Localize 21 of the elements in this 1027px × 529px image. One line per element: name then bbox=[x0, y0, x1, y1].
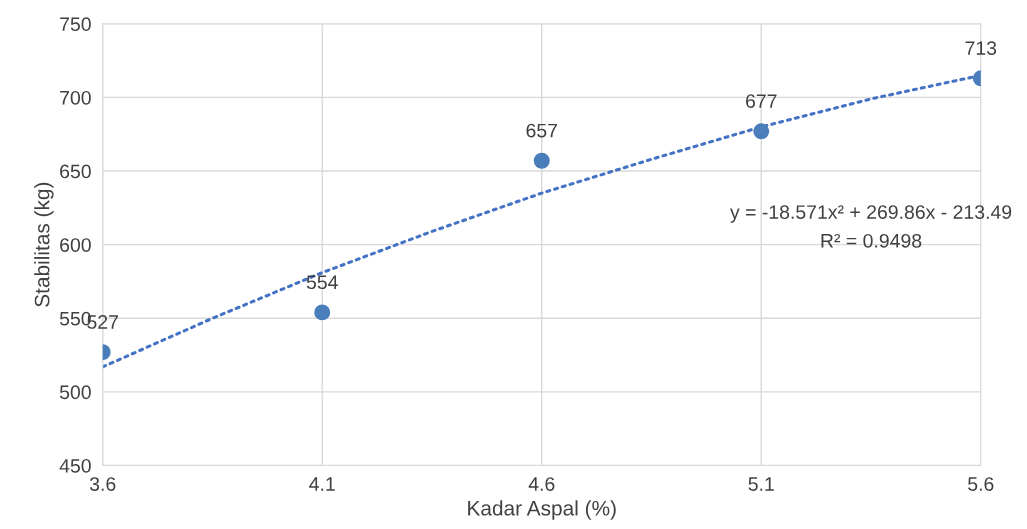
x-tick-label: 3.6 bbox=[89, 477, 116, 491]
y-tick-label: 600 bbox=[60, 238, 91, 252]
annotation: y = -18.571x² + 269.86x - 213.49 bbox=[730, 205, 1012, 223]
y-tick-label: 650 bbox=[60, 164, 91, 179]
data-label: 677 bbox=[746, 94, 777, 108]
data-label: 554 bbox=[306, 275, 338, 290]
point bbox=[314, 304, 331, 321]
data-label: 657 bbox=[526, 123, 557, 138]
y-tick-label: 500 bbox=[59, 385, 91, 400]
x-tick-label: 5.1 bbox=[748, 477, 774, 491]
y-tick-label: 450 bbox=[59, 458, 91, 473]
x-tick-label: 5.6 bbox=[968, 477, 994, 491]
x-axis-title: Kadar Aspal (%) bbox=[468, 500, 616, 520]
x-tick-label: 4.6 bbox=[528, 477, 555, 491]
x-tick-label: 4.1 bbox=[309, 477, 335, 491]
y-axis-title: Stabilitas (kg) bbox=[34, 182, 54, 307]
annotation: R² = 0.9498 bbox=[821, 233, 922, 248]
y-tick-label: 700 bbox=[60, 90, 91, 105]
data-label: 713 bbox=[965, 41, 997, 55]
y-tick-label: 750 bbox=[60, 17, 91, 32]
point bbox=[533, 152, 550, 169]
